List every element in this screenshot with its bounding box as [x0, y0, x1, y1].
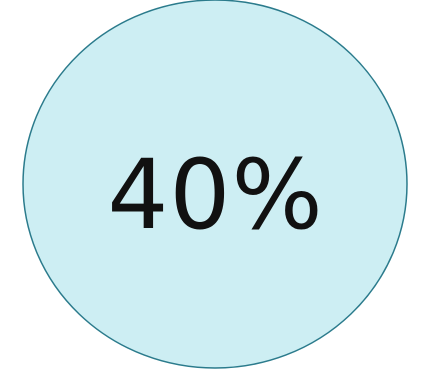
percentage-value: 40%: [107, 138, 324, 251]
percentage-bubble: 40%: [22, 0, 408, 369]
bubble-ellipse: [22, 0, 408, 369]
